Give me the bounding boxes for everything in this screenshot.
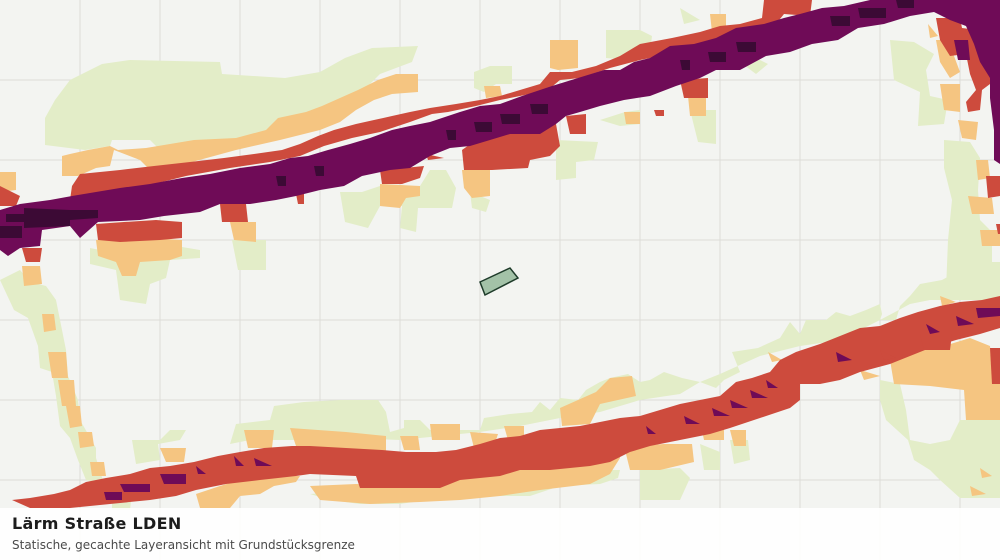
caption-subtitle: Statische, gecachte Layeransicht mit Gru…: [12, 538, 355, 552]
caption-title: Lärm Straße LDEN: [12, 514, 182, 533]
map-caption: Lärm Straße LDEN Statische, gecachte Lay…: [0, 508, 1000, 560]
